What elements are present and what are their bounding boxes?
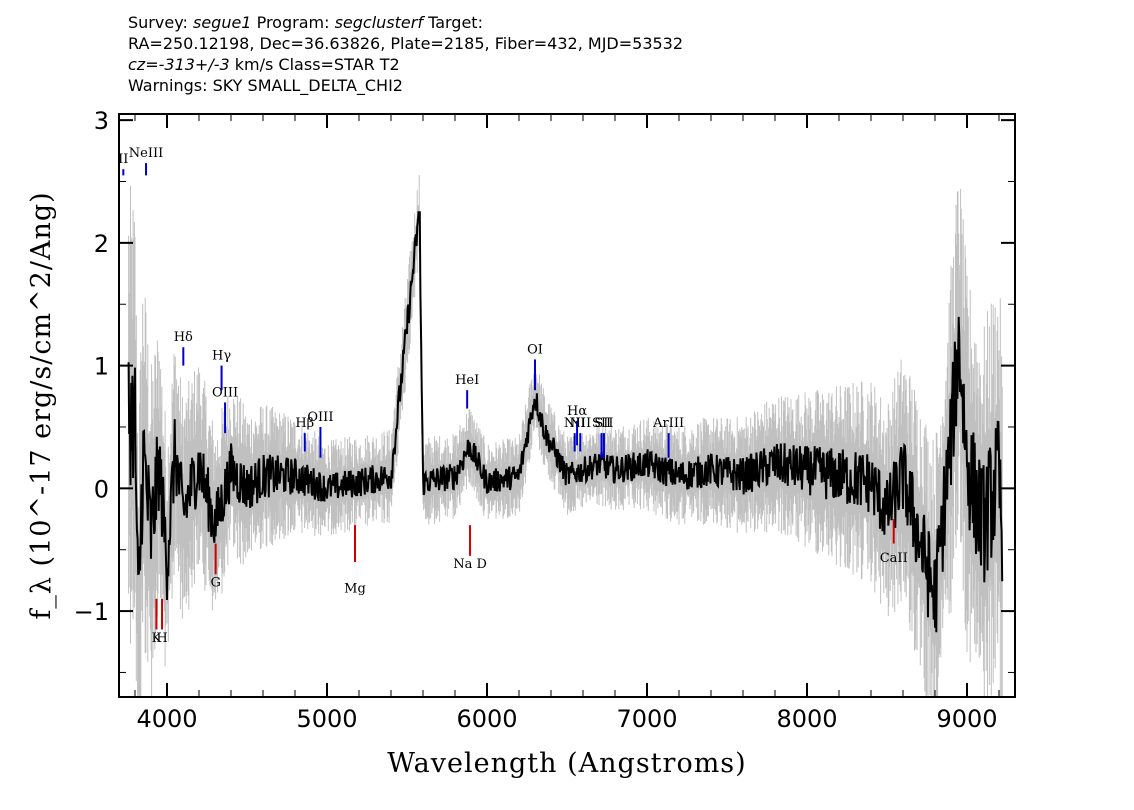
emission-line-label: SII (594, 416, 613, 431)
absorption-line-label: Na D (453, 557, 487, 572)
survey-label: Survey: (128, 13, 188, 32)
y-tick-label: 0 (94, 475, 109, 503)
flux-path (127, 211, 1004, 633)
y-tick-label: 3 (94, 107, 109, 135)
error-band-path (128, 175, 1003, 697)
x-tick-label: 9000 (936, 705, 997, 733)
program-value: segclusterf (334, 13, 423, 32)
header-line-2: RA=250.12198, Dec=36.63826, Plate=2185, … (128, 34, 684, 53)
emission-line-label: OI (527, 342, 543, 357)
error-band (128, 175, 1003, 697)
y-axis-label: f_λ (10^-17 erg/s/cm^2/Ang) (26, 191, 57, 619)
header-line-3: cz=-313+/-3 km/s Class=STAR T2 (128, 54, 683, 75)
header-line-4: Warnings: SKY SMALL_DELTA_CHI2 (128, 76, 403, 95)
emission-line-label: Hβ (295, 416, 314, 431)
plot-frame (118, 113, 1016, 698)
flux-series (127, 211, 1004, 633)
cz-value: -313+/-3 (158, 55, 230, 74)
x-tick-label: 7000 (616, 705, 677, 733)
emission-line-label: NeIII (129, 146, 163, 161)
emission-line-label: HeI (455, 373, 479, 388)
emission-line-label: OIII (307, 410, 333, 425)
class-text: km/s Class=STAR T2 (234, 55, 400, 74)
spectrum-header: Survey: segue1 Program: segclusterf Targ… (128, 12, 683, 96)
emission-line-label: NII (564, 416, 586, 431)
emission-line-label: Hγ (212, 349, 231, 364)
x-tick-label: 6000 (456, 705, 517, 733)
x-tick-label: 8000 (776, 705, 837, 733)
absorption-line-label: K (152, 631, 162, 646)
x-tick-label: 4000 (136, 705, 197, 733)
axis-ticks: 4000 5000 6000 7000 8000 9000 −1 0 1 2 3 (74, 107, 1015, 733)
emission-line-label: Hα (567, 404, 587, 419)
absorption-line-label: G (210, 576, 220, 591)
y-tick-label: 1 (94, 353, 109, 381)
program-label: Program: (256, 13, 330, 32)
emission-line-label: Hδ (174, 330, 193, 345)
absorption-line-label: CaII (880, 551, 908, 566)
y-tick-label: 2 (94, 230, 109, 258)
survey-value: segue1 (192, 13, 252, 32)
emission-line-label: SII (592, 416, 611, 431)
emission-line-label: ArIII (652, 416, 684, 431)
y-tick-label: −1 (74, 598, 109, 626)
x-axis-label: Wavelength (Angstroms) (387, 748, 746, 779)
emission-line-label: II (118, 152, 128, 167)
cz-label: cz= (128, 55, 159, 74)
absorption-line-label: Mg (344, 582, 366, 597)
absorption-line-label: H (156, 631, 167, 646)
x-tick-label: 5000 (296, 705, 357, 733)
target-label: Target: (428, 13, 483, 32)
header-line-1: Survey: segue1 Program: segclusterf Targ… (128, 12, 683, 33)
emission-line-label: OIII (212, 385, 238, 400)
emission-line-label: NII (569, 416, 591, 431)
